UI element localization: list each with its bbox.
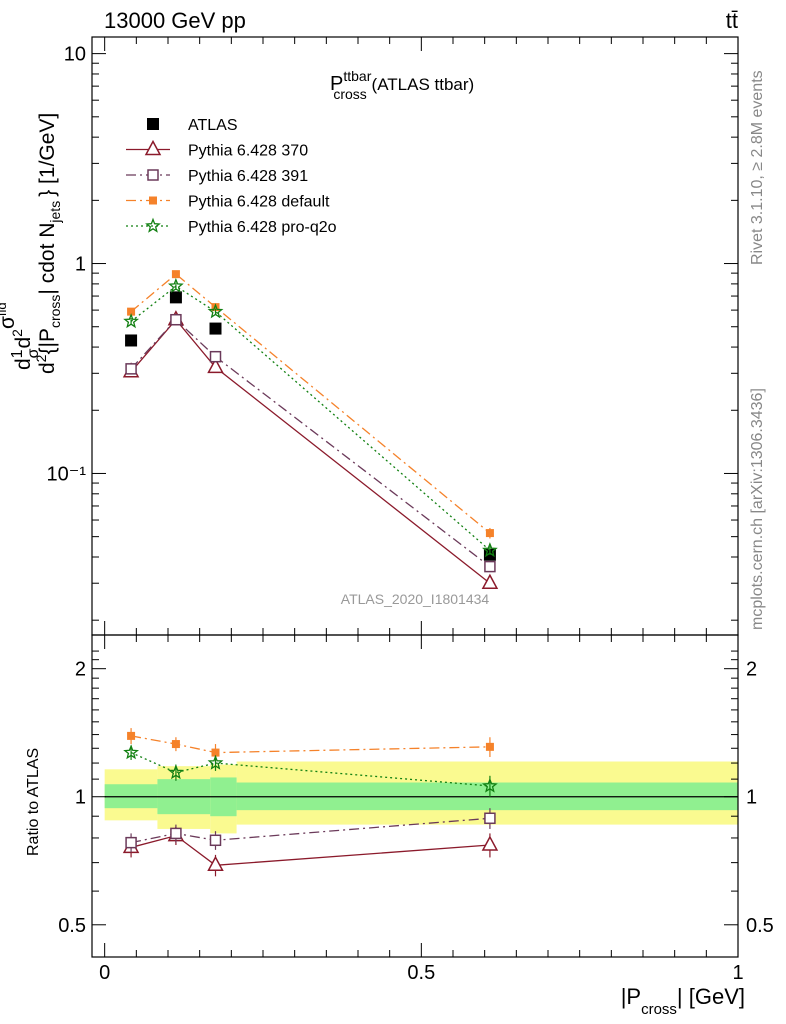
data-point [485,529,494,538]
ratio-point [485,742,494,751]
xtick-label: 0 [99,962,110,984]
data-point [125,334,138,347]
ratio-point [167,764,184,780]
ratio-point [207,855,224,872]
xtick-label: 0.5 [407,962,435,984]
series-line [130,318,491,568]
series-line [130,273,491,534]
mcplots-label: mcplots.cern.ch [arXiv:1306.3436] [749,388,766,630]
legend-label: ATLAS [188,117,238,134]
data-point [127,307,136,316]
ratio-point [209,834,222,847]
data-point [481,573,499,589]
ratio-point [123,744,140,760]
ratio-point [170,827,182,840]
energy-label: 13000 GeV pp [104,8,246,33]
ratio-point [211,748,220,757]
legend-label: Pythia 6.428 370 [188,143,308,160]
main-ytick-label: 10⁻¹ [47,463,87,485]
svg-text:d1σd2σfid: d1σd2σfid [0,302,42,370]
ratio-ytick-label-right: 1 [746,787,757,809]
data-point [209,350,222,363]
ratio-series-line [130,735,490,754]
process-label: tt̄ [726,8,738,33]
ratio-point [207,754,224,770]
series-line [130,285,491,551]
ratio-point [127,731,136,740]
legend-label: Pythia 6.428 default [188,194,330,211]
legend-marker [145,217,161,233]
data-point [481,542,498,558]
data-point [209,322,222,335]
main-ytick-label: 1 [75,254,86,276]
plot-title: Pttbar cross (ATLAS ttbar) [330,68,474,102]
ratio-ytick-label: 1 [75,787,86,809]
ratio-ytick-label-right: 0.5 [746,915,774,937]
legend-label: Pythia 6.428 391 [188,168,308,185]
data-point [207,357,224,374]
ratio-point [484,812,496,825]
ratio-point [481,835,499,851]
series-line [130,318,491,584]
data-point [171,270,180,279]
ratio-ytick-label: 2 [75,659,86,681]
data-point [484,560,496,573]
svg-text:d2{|Pcross| cdot Njets} [1/GeV: d2{|Pcross| cdot Njets} [1/GeV] [33,113,63,374]
ratio-ytick-label: 0.5 [58,915,86,937]
legend-marker [149,196,157,205]
data-point [207,303,224,319]
ratio-point [171,740,180,749]
data-point [123,313,140,329]
legend-marker [147,118,159,130]
data-point [169,291,182,304]
data-point [211,303,220,312]
data-point [170,313,182,326]
xlabel: |Pcross| [GeV] [621,984,745,1018]
ratio-series-line [130,817,490,844]
legend-marker [144,139,162,156]
main-ylabel: d1σd2σfid d2{|Pcross| cdot Njets} [1/GeV… [0,113,63,374]
ratio-point [481,777,498,793]
legend-marker [147,169,159,181]
ratio-ytick-label-right: 2 [746,659,757,681]
ratio-point [125,836,137,849]
legend-label: Pythia 6.428 pro-q2o [188,219,337,236]
ratio-ylabel: Ratio to ATLAS [25,748,42,856]
ratio-series-line [130,834,490,866]
main-ytick-label: 10 [64,44,86,66]
ratio-frame [91,634,739,958]
rivet-label: Rivet 3.1.10, ≥ 2.8M events [749,70,766,265]
main-panel: 10⁻¹ 1 10 ATLAS Pythia 6.428 370 Pythia 6.428… [47,36,739,636]
analysis-label: ATLAS_2020_I1801434 [341,591,490,607]
xtick-label: 1 [732,962,743,984]
data-point [125,363,137,375]
data-point [167,277,184,293]
ratio-panel: 0.5 0.5 1 1 2 2 0 0.5 1 [58,634,774,984]
